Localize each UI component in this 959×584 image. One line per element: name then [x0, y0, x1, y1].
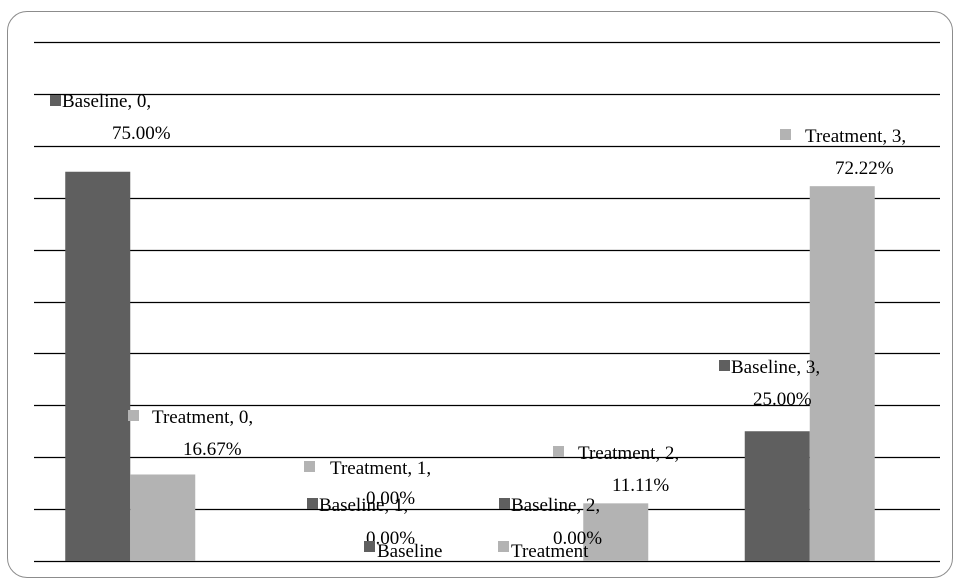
- data-label-treatment-3-line2: 72.22%: [835, 158, 894, 179]
- bar-treatment-2: [583, 503, 649, 561]
- data-label-treatment-0-line2: 16.67%: [183, 439, 242, 460]
- legend-label-baseline: Baseline: [377, 541, 442, 562]
- data-label-treatment-1-line2: 0.00%: [366, 488, 415, 509]
- data-label-treatment-2-line2: 11.11%: [612, 475, 669, 496]
- bar-treatment-0: [130, 474, 196, 561]
- data-label-baseline-0-line2: 75.00%: [112, 123, 171, 144]
- data-label-treatment-1-line1: Treatment, 1,: [330, 458, 431, 479]
- data-label-baseline-2-line1: Baseline, 2,: [511, 495, 600, 516]
- label-swatch-treatment-1: [304, 461, 315, 472]
- data-labels: Baseline, 0,75.00%Baseline, 1,0.00%Basel…: [50, 91, 906, 549]
- data-label-baseline-1-line2: 0.00%: [366, 528, 415, 549]
- data-label-treatment-2-line1: Treatment, 2,: [578, 443, 679, 464]
- label-swatch-treatment-3: [780, 129, 791, 140]
- bar-baseline-3: [744, 431, 810, 561]
- legend-swatch-baseline: [364, 541, 375, 552]
- label-swatch-baseline-2: [499, 498, 510, 509]
- label-swatch-treatment-0: [128, 410, 139, 421]
- data-label-baseline-3-line1: Baseline, 3,: [731, 357, 820, 378]
- label-swatch-treatment-2: [553, 446, 564, 457]
- data-label-baseline-0-line1: Baseline, 0,: [62, 91, 151, 112]
- bar-baseline-0: [65, 171, 131, 561]
- legend-swatch-treatment: [498, 541, 509, 552]
- bars: [65, 171, 875, 561]
- data-label-baseline-2-line2: 0.00%: [553, 528, 602, 549]
- label-swatch-baseline-3: [719, 360, 730, 371]
- data-label-treatment-3-line1: Treatment, 3,: [805, 126, 906, 147]
- legend: Baseline Treatment: [364, 541, 589, 562]
- legend-label-treatment: Treatment: [511, 541, 589, 562]
- bar-treatment-3: [809, 186, 875, 561]
- data-label-treatment-0-line1: Treatment, 0,: [152, 407, 253, 428]
- data-label-baseline-1-line1: Baseline, 1,: [319, 495, 408, 516]
- label-swatch-baseline-1: [307, 498, 318, 509]
- label-swatch-baseline-0: [50, 95, 61, 106]
- data-label-baseline-3-line2: 25.00%: [753, 389, 812, 410]
